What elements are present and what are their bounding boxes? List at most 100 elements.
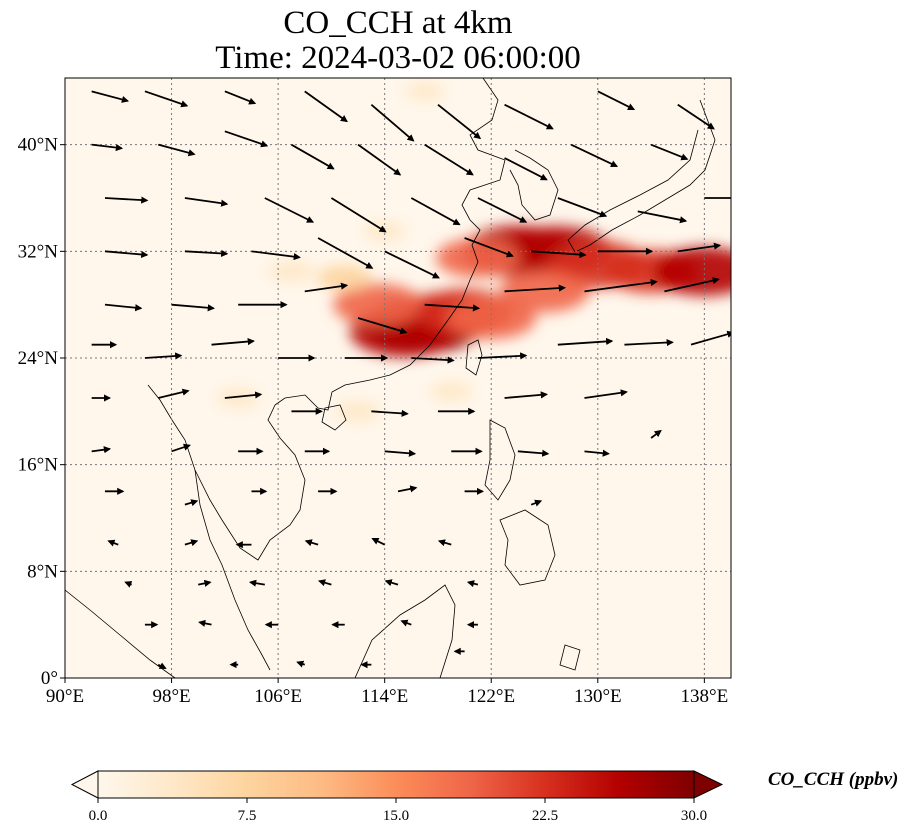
coastline-borneo	[354, 584, 456, 678]
wind-arrow	[264, 197, 315, 223]
wind-arrow	[624, 338, 674, 347]
wind-arrow	[424, 143, 474, 176]
wind-arrow	[477, 352, 528, 360]
coastline-korea	[509, 149, 559, 221]
wind-arrow	[464, 237, 514, 258]
longitude-tick-label: 130°E	[574, 686, 622, 707]
plot-area	[64, 77, 732, 679]
colorbar-tick-label: 15.0	[383, 808, 409, 824]
coastline-mainland-china	[274, 78, 506, 411]
latitude-tick-label: 40°N	[18, 135, 59, 156]
wind-arrow	[304, 90, 348, 123]
latitude-tick-label: 8°N	[27, 561, 58, 582]
colorbar-ticks: 0.0 7.5 15.0 22.5 30.0	[89, 798, 707, 824]
colorbar-tick-label: 7.5	[238, 808, 257, 824]
wind-arrow	[557, 197, 608, 218]
longitude-tick-label: 90°E	[46, 686, 84, 707]
wind-arrow	[104, 196, 149, 204]
coastline-hainan	[321, 404, 347, 431]
wind-arrow	[304, 539, 319, 547]
coastlines	[65, 78, 716, 678]
wind-arrow	[584, 449, 610, 457]
latitude-tick-label: 0°	[41, 668, 58, 689]
wind-arrow	[570, 143, 619, 168]
wind-arrow	[664, 277, 720, 293]
wind-arrow	[290, 143, 335, 170]
wind-arrow	[637, 210, 688, 224]
wind-vectors	[91, 90, 731, 670]
map-frame	[64, 77, 732, 679]
wind-arrow	[317, 237, 374, 269]
coastline-sulawesi	[559, 644, 581, 671]
co-plume-blob	[404, 81, 445, 101]
colorbar-tick-label: 22.5	[532, 808, 558, 824]
wind-arrow	[650, 143, 689, 161]
coastline-philippines-south	[499, 509, 556, 586]
latitude-tick-label: 32°N	[18, 241, 59, 262]
wind-arrow	[411, 356, 455, 364]
longitude-axis: 90°E 98°E 106°E 114°E 122°E 130°E 138°E	[46, 678, 728, 707]
co-plume-blob	[499, 270, 590, 313]
wind-arrow	[517, 449, 550, 457]
longitude-tick-label: 138°E	[681, 686, 729, 707]
wind-arrow	[370, 103, 415, 142]
wind-arrow	[584, 278, 658, 293]
co-plume-blob	[652, 246, 731, 296]
wind-arrow	[184, 539, 199, 547]
wind-arrow	[144, 352, 183, 360]
wind-arrow	[466, 580, 479, 588]
colorbar: 0.0 7.5 15.0 22.5 30.0	[70, 770, 724, 824]
co-concentration-field	[216, 81, 731, 423]
co-plume-blob	[429, 381, 474, 402]
wind-arrow	[424, 303, 481, 312]
wind-arrow	[296, 660, 306, 668]
latitude-tick-label: 24°N	[18, 348, 59, 369]
co-plume-blob	[268, 260, 315, 283]
wind-arrow	[104, 303, 143, 312]
coastline-sumatra	[65, 589, 176, 678]
wind-arrow	[330, 197, 387, 233]
wind-arrow	[198, 619, 212, 627]
wind-arrow	[158, 143, 196, 157]
wind-arrow	[211, 337, 255, 346]
coastline-japan	[567, 99, 716, 253]
coastline-malay-peninsula	[194, 469, 271, 671]
wind-arrow	[248, 579, 265, 587]
map-title-line-1: CO_CCH at 4km	[283, 5, 513, 41]
wind-arrow	[184, 499, 199, 507]
wind-arrow	[107, 539, 119, 547]
coastline-taiwan	[465, 339, 483, 376]
wind-arrow	[91, 446, 112, 454]
wind-arrow	[504, 391, 548, 399]
wind-arrow	[224, 391, 263, 399]
wind-arrow	[251, 250, 301, 261]
wind-arrow	[104, 250, 149, 259]
wind-arrow	[384, 579, 399, 587]
longitude-tick-label: 122°E	[467, 686, 515, 707]
wind-arrow	[304, 282, 349, 293]
co-plume-blob	[334, 400, 382, 423]
wind-arrow	[124, 581, 133, 588]
colorbar-gradient	[98, 771, 694, 798]
colorbar-tick-label: 30.0	[681, 808, 707, 824]
wind-arrow	[184, 249, 229, 257]
wind-arrow	[384, 250, 440, 279]
wind-arrow	[91, 143, 124, 152]
wind-arrow	[504, 284, 566, 293]
longitude-tick-label: 106°E	[254, 686, 302, 707]
wind-arrow	[530, 499, 543, 507]
wind-arrow	[171, 303, 215, 312]
wind-arrow	[584, 389, 628, 399]
wind-arrow	[557, 337, 614, 346]
co-plume-blob	[333, 283, 423, 326]
latitude-axis: 0° 8°N 16°N 24°N 32°N 40°N	[18, 135, 65, 689]
co-plume-blob	[216, 387, 260, 409]
coastline-luzon	[484, 419, 516, 501]
wind-arrow	[477, 197, 528, 223]
wind-arrow	[650, 429, 662, 439]
co-plume-blob	[436, 238, 520, 278]
colorbar-extend-high	[693, 770, 724, 799]
wind-arrow	[504, 103, 554, 130]
wind-arrow	[690, 330, 731, 346]
